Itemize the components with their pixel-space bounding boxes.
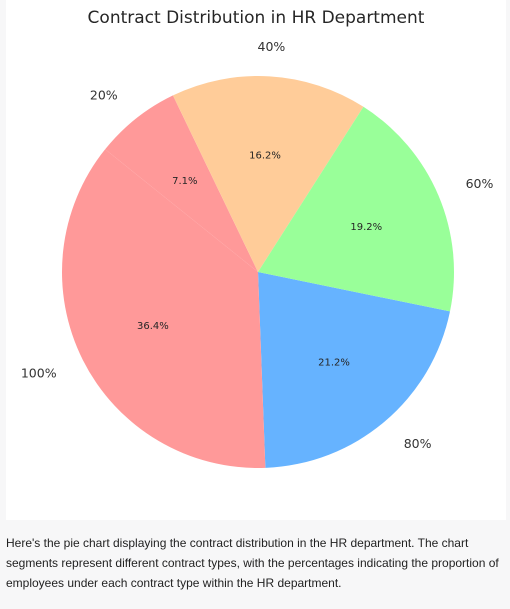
slice-value-label: 19.2% bbox=[350, 222, 382, 233]
chart-title: Contract Distribution in HR Department bbox=[88, 8, 425, 28]
pie-slice-60-pct bbox=[258, 106, 455, 312]
slice-value-label: 21.2% bbox=[318, 358, 350, 369]
chart-card: Contract Distribution in HR Department 8… bbox=[6, 0, 506, 520]
slice-label: 20% bbox=[90, 88, 118, 103]
pie-slices bbox=[62, 76, 455, 468]
slice-label: 80% bbox=[404, 436, 432, 451]
pie-slice-40-pct bbox=[172, 76, 364, 273]
slice-label: 60% bbox=[466, 176, 494, 191]
slice-label: 100% bbox=[21, 365, 57, 380]
pie-slice-20-pct bbox=[105, 95, 259, 272]
pie-labels: 80% 21.2% 100% 36.4% 20% 7.1% 40% 16.2% 60% 19.2% bbox=[21, 39, 494, 451]
pie-slice-100-pct bbox=[62, 149, 266, 468]
pie-chart: Contract Distribution in HR Department 8… bbox=[21, 8, 494, 468]
slice-value-label: 7.1% bbox=[172, 176, 197, 187]
slice-label: 40% bbox=[258, 39, 286, 54]
slice-value-label: 36.4% bbox=[137, 321, 169, 332]
response-caption: Here's the pie chart displaying the cont… bbox=[6, 536, 499, 590]
pie-slice-80-pct bbox=[258, 272, 450, 468]
slice-value-label: 16.2% bbox=[249, 151, 281, 162]
